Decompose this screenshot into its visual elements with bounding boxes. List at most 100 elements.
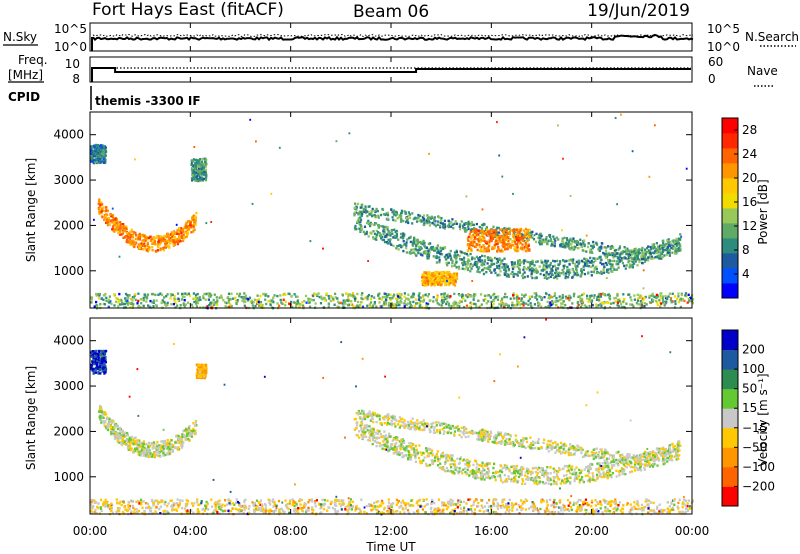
heatmap-cell: [124, 292, 128, 296]
heatmap-cell: [494, 241, 497, 244]
heatmap-cell: [590, 299, 594, 302]
heatmap-cell: [528, 232, 531, 235]
heatmap-cell: [662, 239, 665, 242]
heatmap-cell: [572, 237, 575, 240]
heatmap-cell: [337, 300, 340, 303]
heatmap-cell: [195, 169, 198, 172]
heatmap-cell: [452, 227, 455, 230]
colorbar-tick-label: 8: [742, 243, 750, 257]
heatmap-cell: [140, 235, 143, 238]
heatmap-cell: [519, 241, 522, 245]
heatmap-cell: [487, 247, 490, 250]
heatmap-cell: [473, 241, 476, 244]
heatmap-cell: [111, 207, 114, 210]
heatmap-cell: [105, 206, 108, 209]
heatmap-cell: [487, 257, 490, 260]
heatmap-cell: [473, 245, 477, 249]
heatmap-cell: [524, 227, 527, 231]
heatmap-cell: [397, 238, 400, 241]
nsky-tick-bottom: 10^0: [54, 40, 87, 54]
heatmap-cell: [422, 218, 425, 221]
power-ylabel: Slant Range [km]: [24, 158, 38, 262]
heatmap-cell: [321, 298, 324, 301]
heatmap-cell: [689, 297, 692, 300]
heatmap-cell: [204, 161, 207, 164]
heatmap-cell: [641, 246, 644, 250]
heatmap-cell: [386, 217, 389, 220]
heatmap-cell: [497, 248, 500, 251]
heatmap-cell: [152, 441, 156, 444]
heatmap-cell: [163, 450, 166, 454]
heatmap-cell: [101, 420, 104, 423]
heatmap-cell: [101, 359, 104, 362]
heatmap-cell: [101, 410, 104, 414]
heatmap-cell: [386, 228, 389, 231]
heatmap-cell: [539, 272, 542, 276]
heatmap-cell: [396, 303, 399, 307]
heatmap-cell: [115, 227, 118, 230]
heatmap-cell: [392, 244, 395, 248]
heatmap-cell: [156, 234, 159, 238]
heatmap-cell: [363, 210, 366, 213]
heatmap-cell: [200, 165, 203, 168]
heatmap-cell: [182, 302, 185, 305]
heatmap-cell: [675, 241, 678, 244]
heatmap-cell: [155, 443, 158, 446]
heatmap-cell: [485, 249, 488, 253]
heatmap-cell: [518, 259, 521, 262]
heatmap-cell: [669, 297, 673, 300]
heatmap-cell: [422, 220, 425, 223]
heatmap-cell: [637, 303, 640, 306]
heatmap-cell: [104, 367, 107, 371]
heatmap-cell: [101, 216, 104, 219]
heatmap-cell: [367, 260, 369, 262]
heatmap-cell: [478, 271, 481, 274]
heatmap-cell: [204, 165, 207, 168]
heatmap-cell: [642, 257, 645, 261]
heatmap-cell: [186, 229, 189, 232]
heatmap-cell: [397, 295, 400, 298]
heatmap-cell: [207, 292, 210, 295]
heatmap-cell: [372, 230, 375, 233]
heatmap-cell: [143, 449, 146, 452]
heatmap-cell: [104, 356, 107, 359]
heatmap-cell: [405, 246, 408, 250]
heatmap-cell: [177, 297, 180, 300]
heatmap-cell: [131, 234, 134, 237]
heatmap-cell: [227, 301, 231, 304]
heatmap-cell: [422, 223, 425, 227]
heatmap-cell: [163, 240, 166, 243]
heatmap-cell: [347, 297, 350, 301]
heatmap-cell: [480, 263, 483, 266]
heatmap-cell: [629, 296, 632, 299]
heatmap-cell: [516, 265, 519, 268]
heatmap-cell: [149, 444, 152, 448]
heatmap-cell: [122, 226, 126, 229]
heatmap-cell: [478, 245, 481, 249]
heatmap-cell: [105, 150, 108, 154]
heatmap-cell: [198, 176, 201, 179]
heatmap-cell: [438, 261, 441, 264]
freq-label-bottom: [MHz]: [8, 68, 43, 82]
heatmap-cell: [488, 242, 491, 246]
heatmap-cell: [595, 305, 598, 309]
heatmap-cell: [265, 292, 268, 296]
heatmap-cell: [590, 261, 593, 264]
heatmap-cell: [432, 255, 435, 258]
heatmap-cell: [471, 257, 474, 261]
heatmap-cell: [582, 268, 585, 271]
heatmap-cell: [132, 438, 135, 441]
heatmap-cell: [102, 355, 105, 358]
heatmap-cell: [117, 433, 120, 437]
heatmap-cell: [166, 447, 169, 450]
heatmap-cell: [383, 292, 386, 295]
heatmap-cell: [110, 432, 113, 436]
heatmap-cell: [617, 262, 620, 266]
heatmap-cell: [402, 219, 405, 223]
heatmap-cell: [155, 299, 158, 302]
heatmap-cell: [557, 274, 560, 277]
heatmap-cell: [128, 444, 131, 447]
heatmap-cell: [560, 242, 563, 246]
heatmap-cell: [371, 214, 374, 218]
heatmap-cell: [547, 296, 550, 299]
